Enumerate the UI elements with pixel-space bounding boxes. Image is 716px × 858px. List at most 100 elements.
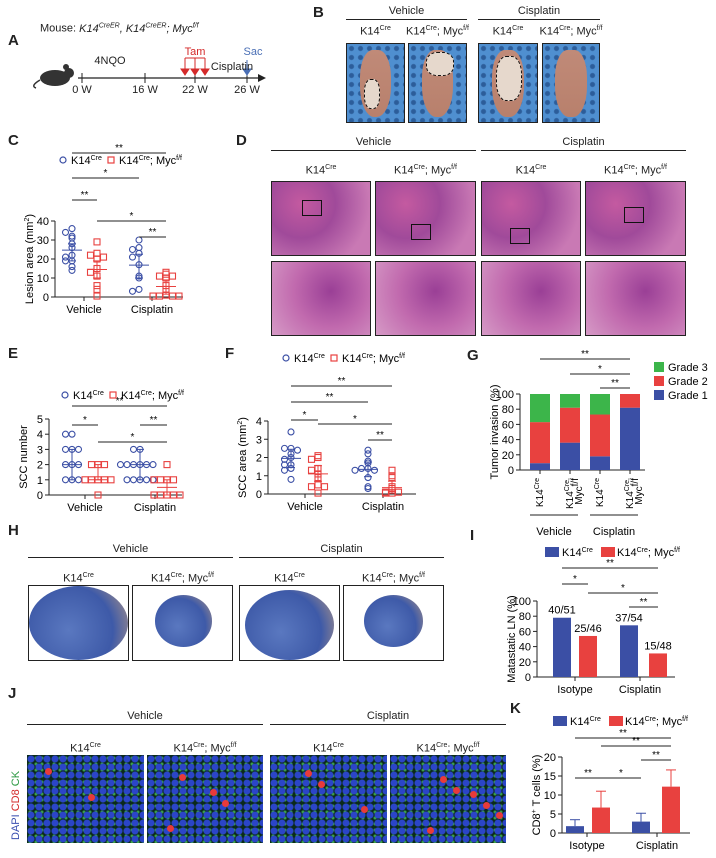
- significance-label: *: [83, 415, 87, 426]
- data-point: [364, 484, 372, 493]
- data-point: [314, 489, 322, 497]
- bar-segment: [590, 394, 610, 415]
- data-point: [129, 476, 138, 484]
- significance-label: **: [116, 396, 124, 407]
- group-divider: [271, 150, 476, 151]
- timeline: [33, 57, 266, 89]
- y-tick-label: 3: [256, 434, 262, 446]
- bar: [632, 821, 650, 833]
- legend-label: K14Cre: [570, 716, 601, 728]
- zoom-region-box: [624, 207, 644, 223]
- data-point: [81, 476, 89, 484]
- bar-segment: [620, 407, 640, 470]
- data-point: [156, 476, 165, 484]
- x-tick-label: K14Cre: [594, 478, 606, 507]
- y-tick-label: 4: [37, 429, 43, 441]
- he-stain-magnified: [271, 261, 371, 336]
- data-point: [93, 292, 101, 300]
- legend-label: K14Cre; Mycf/f: [119, 155, 182, 167]
- data-point: [280, 466, 289, 474]
- cd8-cell: [317, 780, 325, 788]
- timeline-tick-label: 16 W: [132, 84, 158, 96]
- x-tick-label: Cisplatin: [131, 304, 173, 316]
- data-point: [293, 446, 302, 454]
- y-tick-label: 40: [519, 642, 531, 654]
- panel-label-g: G: [467, 347, 479, 364]
- lymph-node: [363, 594, 424, 647]
- legend-marker: [330, 354, 338, 362]
- y-tick-label: 1: [37, 475, 43, 487]
- cd8-cell: [44, 768, 52, 776]
- tam-label: Tam: [184, 46, 206, 58]
- panel-label-h: H: [8, 522, 19, 539]
- data-point: [162, 268, 170, 276]
- x-tick-label: Vehicle: [287, 501, 322, 513]
- x-tick-label: Vehicle: [66, 304, 101, 316]
- lymph-node-image: [132, 585, 233, 661]
- data-point: [351, 466, 359, 474]
- legend-swatch: [601, 547, 615, 557]
- y-tick-label: 5: [550, 809, 556, 821]
- lymph-node: [244, 589, 335, 660]
- data-point: [68, 232, 76, 240]
- data-point: [99, 253, 108, 261]
- x-tick-label: Cisplatin: [619, 684, 661, 696]
- significance-label: *: [598, 364, 602, 375]
- data-point: [86, 268, 95, 276]
- y-tick-label: 0: [508, 465, 514, 477]
- immunofluorescence-image: [27, 755, 144, 843]
- data-point: [135, 285, 143, 293]
- he-stain-image: [271, 181, 371, 256]
- data-point: [74, 445, 83, 453]
- data-label: 15/48: [644, 640, 672, 652]
- tam-arrows: [180, 57, 210, 76]
- data-point: [168, 272, 177, 280]
- bar: [649, 653, 667, 677]
- y-axis-label: Tumor invasion (%): [489, 385, 501, 480]
- lymph-node-image: [343, 585, 444, 661]
- panel-label-e: E: [8, 345, 19, 362]
- cd8-cell: [222, 799, 230, 807]
- x-tick-label: Isotype: [569, 840, 604, 852]
- data-point: [129, 445, 138, 453]
- data-point: [128, 253, 137, 261]
- group-divider: [270, 724, 506, 725]
- cd8-cell: [179, 774, 187, 782]
- data-point: [61, 430, 70, 438]
- data-point: [307, 483, 316, 491]
- data-label: 25/46: [574, 623, 602, 635]
- data-point: [93, 285, 101, 293]
- panel-label-d: D: [236, 132, 247, 149]
- significance-label: **: [632, 736, 640, 747]
- group-divider: [27, 724, 263, 725]
- y-tick-label: 4: [256, 416, 262, 428]
- y-tick-label: 40: [502, 435, 514, 447]
- y-tick-label: 1: [256, 471, 262, 483]
- timeline-tick-label: 26 W: [234, 84, 260, 96]
- significance-label: **: [640, 597, 648, 608]
- data-point: [287, 475, 295, 483]
- cd8-cell: [482, 801, 490, 809]
- legend-label: K14Cre; Mycf/f: [625, 716, 688, 728]
- group-header-cisplatin: Cisplatin: [366, 710, 410, 722]
- legend-label: K14Cre: [562, 547, 593, 559]
- group-header-cisplatin: Cisplatin: [320, 543, 363, 555]
- cd8-cell: [87, 793, 95, 801]
- legend-label: K14Cre; Mycf/f: [617, 547, 680, 559]
- bar-segment: [590, 456, 610, 470]
- significance-label: *: [353, 414, 357, 425]
- data-point: [314, 452, 322, 460]
- panel-label-b: B: [313, 4, 324, 21]
- data-point: [68, 266, 76, 274]
- y-axis-label: Lesion area (mm2): [24, 214, 36, 304]
- legend-swatch: [654, 376, 664, 386]
- data-point: [280, 444, 289, 452]
- lymph-node-image: [28, 585, 129, 661]
- tongue-photo: [346, 43, 405, 123]
- y-axis-label: SCC area (mm2): [237, 417, 249, 498]
- cd8-cell: [495, 812, 503, 820]
- bar-segment: [560, 442, 580, 470]
- genotype-label: K14Cre; Mycf/f: [539, 25, 603, 38]
- genotype-label: K14Cre: [492, 25, 524, 38]
